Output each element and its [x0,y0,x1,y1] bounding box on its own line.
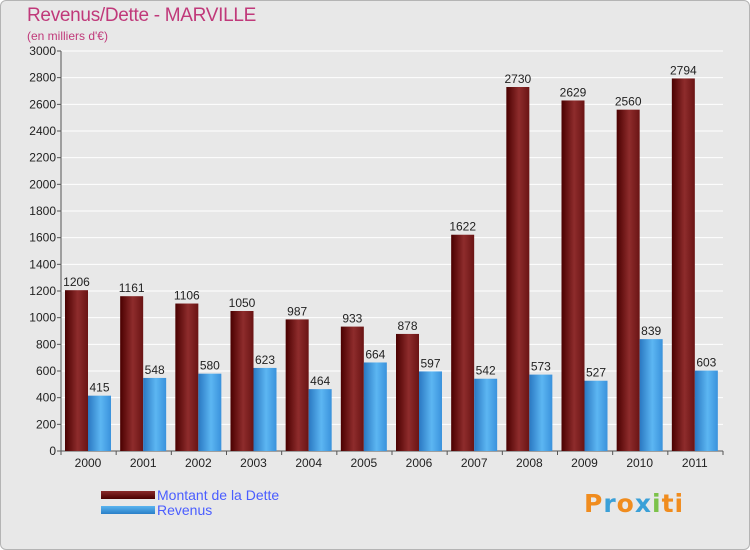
x-tick-label: 2003 [240,456,267,470]
bar-revenus [639,339,663,451]
data-label-revenus: 623 [255,353,275,367]
axes [57,50,724,455]
data-label-dette: 1206 [63,275,90,289]
bar-dette [65,290,88,451]
y-tick-label: 2600 [29,97,56,111]
data-label-dette: 878 [397,319,417,333]
data-label-dette: 1050 [229,296,256,310]
data-label-revenus: 415 [89,381,109,395]
bar-revenus [529,374,553,451]
grid [61,50,723,452]
bar-revenus [474,378,498,451]
y-tick-label: 1400 [29,257,56,271]
y-tick-label: 3000 [29,44,56,58]
x-tick-label: 2002 [185,456,212,470]
bar-revenus [253,367,277,451]
x-tick-label: 2000 [75,456,102,470]
data-label-revenus: 542 [476,364,496,378]
legend: Montant de la Dette Revenus [101,486,280,518]
legend-swatch-revenus [101,505,155,514]
x-tick-label: 2004 [295,456,322,470]
y-tick-label: 2400 [29,124,56,138]
bar-dette [230,311,254,451]
y-tick-label: 800 [36,337,56,351]
bar-dette [340,326,364,451]
data-label-revenus: 597 [420,356,440,370]
x-tick-label: 2001 [130,456,157,470]
bar-dette [506,87,530,451]
plot-area [61,51,723,451]
data-label-revenus: 603 [696,356,716,370]
bar-revenus [143,377,167,451]
y-tick-label: 1000 [29,311,56,325]
x-tick-label: 2009 [571,456,598,470]
data-label-dette: 2730 [504,72,531,86]
bar-revenus [308,389,332,451]
x-tick-label: 2007 [461,456,488,470]
proxiti-logo: Proxiti [584,489,685,518]
y-tick-label: 200 [36,417,56,431]
bar-revenus [584,380,608,451]
data-label-dette: 1161 [119,281,145,295]
data-label-dette: 2560 [615,95,642,109]
legend-swatch-debt [101,490,155,499]
data-label-dette: 1106 [174,289,200,303]
x-tick-label: 2010 [626,456,653,470]
y-tick-label: 1600 [29,231,56,245]
y-tick-label: 600 [36,364,56,378]
data-label-revenus: 839 [641,324,661,338]
y-tick-label: 2800 [29,71,56,85]
bar-revenus [419,371,442,451]
legend-label-debt: Montant de la Dette [157,486,280,503]
data-label-revenus: 548 [145,363,165,377]
x-tick-label: 2006 [406,456,433,470]
y-tick-label: 1800 [29,204,56,218]
y-tick-label: 2200 [29,151,56,165]
bar-dette [285,319,309,451]
y-tick-label: 0 [49,444,56,458]
data-label-revenus: 464 [310,374,330,388]
x-tick-label: 2005 [350,456,377,470]
labels: 0 200 400 600 800 1000 1200 1400 1600 1800 2000 220… [29,44,716,470]
x-tick-label: 2008 [516,456,543,470]
x-tick-label: 2011 [682,456,708,470]
legend-label-revenus: Revenus [157,501,213,518]
bar-dette [120,296,144,451]
bar-dette [396,333,419,451]
bar-dette [451,234,475,451]
data-label-dette: 933 [342,312,362,326]
y-tick-label: 2000 [29,177,56,191]
bar-dette [561,100,585,451]
data-label-revenus: 580 [200,359,220,373]
legend-item-debt: Montant de la Dette [101,486,280,503]
data-label-revenus: 664 [365,347,385,361]
data-label-dette: 1622 [449,220,476,234]
y-tick-label: 400 [36,391,56,405]
bar-revenus [363,362,387,451]
data-label-revenus: 573 [531,360,551,374]
data-label-revenus: 527 [586,366,606,380]
y-tick-label: 1200 [29,284,56,298]
chart-subtitle: (en milliers d'€) [27,29,108,43]
bar-revenus [198,373,222,451]
legend-item-revenus: Revenus [101,501,279,518]
bar-dette [175,303,199,451]
chart-title: Revenus/Dette - MARVILLE [27,5,257,26]
bar-revenus [88,395,111,451]
data-label-dette: 987 [287,304,307,318]
bar-revenus [694,370,718,451]
data-label-dette: 2629 [560,85,587,99]
data-label-dette: 2794 [670,63,697,77]
bars [65,78,718,452]
bar-dette [616,109,640,452]
bar-dette [671,78,695,451]
